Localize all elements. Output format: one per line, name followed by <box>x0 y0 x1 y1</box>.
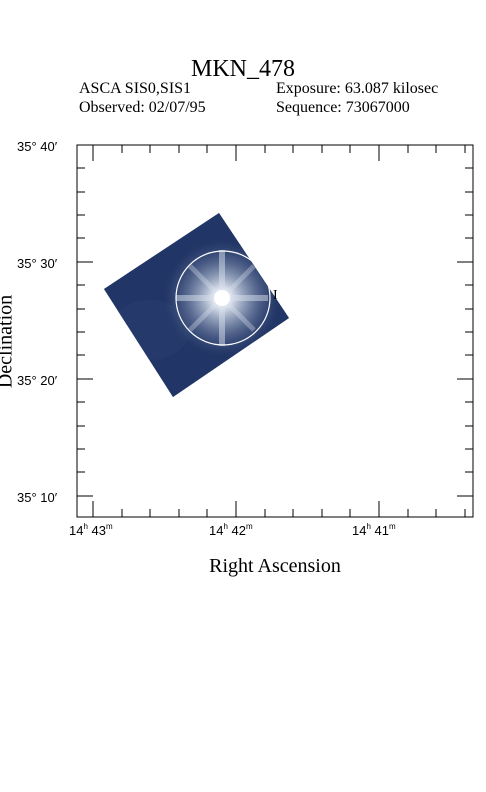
svg-text:14h 43m: 14h 43m <box>69 522 113 538</box>
x-axis-label: Right Ascension <box>209 555 341 577</box>
y-tick-label: 35° 10′ <box>17 490 58 505</box>
y-tick-label: 35° 40′ <box>17 139 58 154</box>
plot-title: MKN_478 <box>190 56 295 82</box>
y-axis-label: Declination <box>0 294 17 389</box>
exposure-label: Exposure: 63.087 kilosec <box>276 80 439 97</box>
sequence-label: Sequence: 73067000 <box>276 99 410 116</box>
observed-date-label: Observed: 02/07/95 <box>79 99 206 116</box>
y-tick-label: 35° 20′ <box>17 373 58 388</box>
source-marker: I <box>273 288 278 303</box>
x-tick-label: 14h 41m <box>352 522 396 538</box>
x-tick-label: 14h 42m <box>209 522 253 538</box>
instrument-label: ASCA SIS0,SIS1 <box>79 80 192 97</box>
svg-text:14h 42m: 14h 42m <box>209 522 253 538</box>
svg-text:14h 41m: 14h 41m <box>352 522 396 538</box>
source-region-circle <box>175 250 271 346</box>
axis-ticks <box>77 144 473 517</box>
y-tick-label: 35° 30′ <box>17 256 58 271</box>
x-tick-label: 14h 43m <box>69 522 113 538</box>
